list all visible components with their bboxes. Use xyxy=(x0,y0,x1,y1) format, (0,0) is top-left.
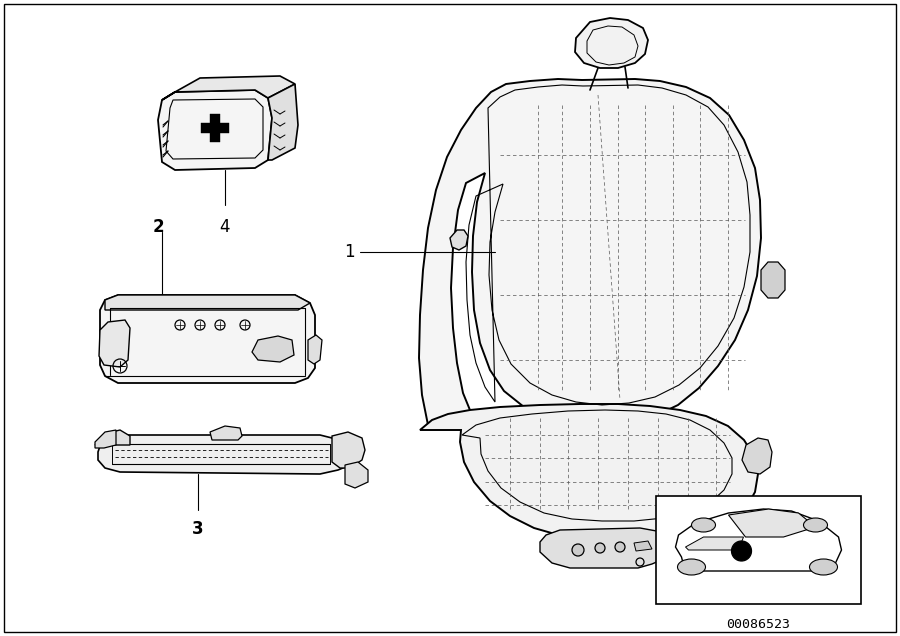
Circle shape xyxy=(595,543,605,553)
Polygon shape xyxy=(95,430,130,445)
Polygon shape xyxy=(252,336,294,362)
Ellipse shape xyxy=(678,559,706,575)
Text: 4: 4 xyxy=(220,218,230,236)
Text: 2: 2 xyxy=(152,218,164,236)
Polygon shape xyxy=(450,230,468,250)
Bar xyxy=(656,496,861,604)
Polygon shape xyxy=(99,320,130,367)
Polygon shape xyxy=(158,90,272,170)
Polygon shape xyxy=(728,509,815,537)
Polygon shape xyxy=(105,295,310,310)
Ellipse shape xyxy=(809,559,838,575)
Polygon shape xyxy=(332,432,365,468)
Polygon shape xyxy=(575,18,648,68)
Polygon shape xyxy=(98,435,358,474)
Polygon shape xyxy=(420,404,758,541)
Circle shape xyxy=(732,541,752,561)
Polygon shape xyxy=(162,76,295,100)
Polygon shape xyxy=(95,430,116,448)
Polygon shape xyxy=(210,426,242,440)
Polygon shape xyxy=(268,84,298,160)
Polygon shape xyxy=(540,528,672,568)
Polygon shape xyxy=(419,79,761,426)
Polygon shape xyxy=(308,335,322,364)
Ellipse shape xyxy=(691,518,716,532)
Text: 1: 1 xyxy=(345,243,355,261)
Polygon shape xyxy=(686,537,743,550)
Polygon shape xyxy=(100,295,315,383)
Polygon shape xyxy=(761,262,785,298)
Text: 3: 3 xyxy=(193,520,203,538)
Polygon shape xyxy=(634,541,652,551)
Text: 00086523: 00086523 xyxy=(726,618,790,631)
Ellipse shape xyxy=(804,518,827,532)
Polygon shape xyxy=(210,114,220,142)
Circle shape xyxy=(572,544,584,556)
Polygon shape xyxy=(201,123,229,133)
Polygon shape xyxy=(742,438,772,474)
Circle shape xyxy=(615,542,625,552)
Polygon shape xyxy=(345,462,368,488)
